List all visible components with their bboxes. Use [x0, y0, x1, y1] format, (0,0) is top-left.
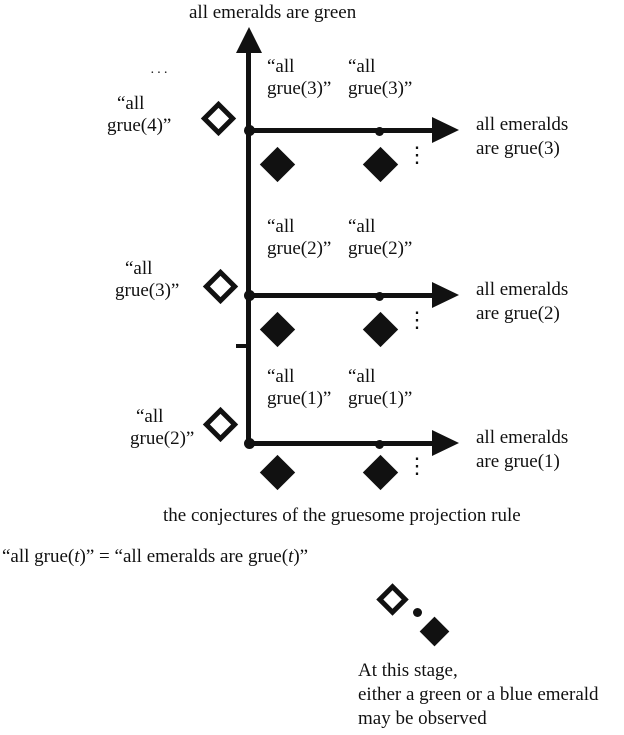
filled-diamond-icon [362, 454, 399, 491]
left-conjecture-line2: grue(4)” [107, 115, 172, 136]
filled-diamond-icon [362, 146, 399, 183]
conjecture-1-line2: grue(2)” [267, 238, 332, 259]
conjecture-2-line2: grue(1)” [348, 388, 413, 409]
hypothesis-label: all emeralds are grue(2) [476, 278, 568, 326]
continuation-ellipsis: ··· [150, 66, 170, 81]
more-observations-ellipsis: ⋮ [406, 453, 428, 478]
axis-junction-dot [244, 438, 255, 449]
left-conjecture-label: “all grue(2)” [130, 406, 194, 450]
left-conjecture-line1: “all [117, 93, 145, 114]
conjecture-2-line1: “all [348, 366, 376, 387]
y-axis-title: all emeralds are green [189, 2, 357, 23]
x-axis-arrowhead-icon [432, 117, 459, 143]
conjecture-label-1: “all grue(3)” [267, 56, 331, 100]
more-observations-ellipsis: ⋮ [406, 307, 428, 332]
left-conjecture-line1: “all [136, 406, 164, 427]
open-diamond-icon [200, 100, 237, 137]
left-conjecture-label: “all grue(4)” [107, 93, 171, 137]
y-axis-arrowhead-icon [236, 27, 262, 53]
stage-note: At this stage, either a green or a blue … [358, 659, 599, 731]
conjecture-1-line1: “all [267, 56, 295, 77]
figure-caption: the conjectures of the gruesome projecti… [163, 505, 521, 526]
filled-diamond-icon [259, 311, 296, 348]
hypothesis-line2: are grue(1) [476, 451, 560, 472]
stage-note-line1: At this stage, [358, 660, 458, 681]
conjecture-label-2: “all grue(1)” [348, 366, 412, 410]
x-axis-line [248, 128, 432, 133]
stage-note-line2: either a green or a blue emerald [358, 684, 599, 705]
conjecture-2-line1: “all [348, 56, 376, 77]
conjecture-2-line2: grue(3)” [348, 78, 413, 99]
y-axis-line [246, 50, 251, 446]
filled-diamond-icon [419, 616, 450, 647]
filled-diamond-icon [362, 311, 399, 348]
open-diamond-icon [202, 406, 239, 443]
x-axis-line [248, 441, 432, 446]
equation-variable-t: t [288, 546, 294, 567]
left-conjecture-line2: grue(2)” [130, 428, 195, 449]
hypothesis-line1: all emeralds [476, 427, 569, 448]
observation-dot [375, 127, 384, 136]
filled-diamond-icon [259, 146, 296, 183]
filled-diamond-icon [259, 454, 296, 491]
more-observations-ellipsis: ⋮ [406, 142, 428, 167]
x-axis-arrowhead-icon [432, 430, 459, 456]
hypothesis-line1: all emeralds [476, 279, 569, 300]
x-axis-arrowhead-icon [432, 282, 459, 308]
conjecture-1-line2: grue(3)” [267, 78, 332, 99]
conjecture-1-line1: “all [267, 216, 295, 237]
stage-note-line3: may be observed [358, 708, 487, 729]
x-axis-line [248, 293, 432, 298]
equation-segment: )” = “all emeralds are grue( [79, 546, 289, 567]
y-axis-tick [236, 344, 246, 348]
conjecture-1-line1: “all [267, 366, 295, 387]
conjecture-2-line2: grue(2)” [348, 238, 413, 259]
open-diamond-icon [376, 583, 409, 616]
observation-dot [375, 440, 384, 449]
left-conjecture-line1: “all [125, 258, 153, 279]
hypothesis-line1: all emeralds [476, 114, 569, 135]
equation-segment: “all grue( [2, 546, 75, 567]
conjecture-1-line2: grue(1)” [267, 388, 332, 409]
conjecture-label-2: “all grue(3)” [348, 56, 412, 100]
axis-junction-dot [244, 125, 255, 136]
hypothesis-line2: are grue(2) [476, 303, 560, 324]
conjecture-label-2: “all grue(2)” [348, 216, 412, 260]
grue-definition-equation: “all grue(t)” = “all emeralds are grue(t… [2, 546, 308, 568]
left-conjecture-line2: grue(3)” [115, 280, 180, 301]
conjecture-label-1: “all grue(1)” [267, 366, 331, 410]
left-conjecture-label: “all grue(3)” [115, 258, 179, 302]
equation-segment: )” [293, 546, 309, 567]
conjecture-2-line1: “all [348, 216, 376, 237]
equation-variable-t: t [74, 546, 80, 567]
hypothesis-label: all emeralds are grue(1) [476, 426, 568, 474]
conjecture-label-1: “all grue(2)” [267, 216, 331, 260]
observation-dot [413, 608, 422, 617]
hypothesis-line2: are grue(3) [476, 138, 560, 159]
observation-dot [375, 292, 384, 301]
axis-junction-dot [244, 290, 255, 301]
hypothesis-label: all emeralds are grue(3) [476, 113, 568, 161]
open-diamond-icon [202, 268, 239, 305]
